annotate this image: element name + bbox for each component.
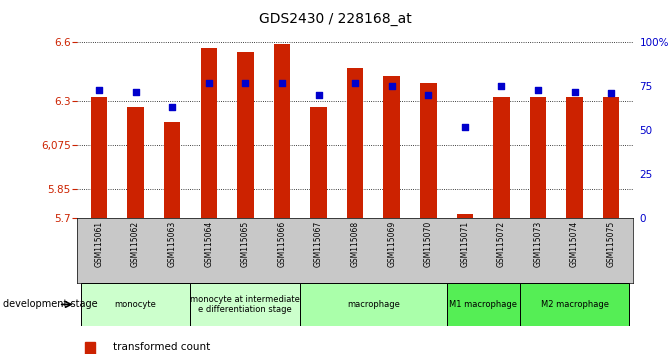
Text: GSM115070: GSM115070 [423,221,433,267]
Bar [457,214,473,218]
Bar [310,107,327,218]
Bar [347,68,363,218]
Text: transformed count: transformed count [113,342,210,352]
Bar [164,122,180,218]
Bar [200,48,217,218]
Bar [190,283,300,326]
Point [94,87,105,93]
Text: GSM115068: GSM115068 [350,221,360,267]
Bar [520,283,630,326]
Text: macrophage: macrophage [347,300,400,309]
Point [423,92,433,98]
Point [277,80,287,86]
Text: monocyte: monocyte [115,300,157,309]
Point [350,80,360,86]
Point [460,124,470,130]
Text: GSM115074: GSM115074 [570,221,579,267]
Point [204,80,214,86]
Bar [383,76,400,218]
Text: GDS2430 / 228168_at: GDS2430 / 228168_at [259,12,411,27]
Text: M2 macrophage: M2 macrophage [541,300,608,309]
Text: GSM115061: GSM115061 [94,221,103,267]
Bar [80,283,190,326]
Text: M1 macrophage: M1 macrophage [449,300,517,309]
Bar [90,97,107,218]
Text: monocyte at intermediate
e differentiation stage: monocyte at intermediate e differentiati… [190,295,300,314]
Text: development stage: development stage [3,299,98,309]
Bar [493,97,510,218]
Text: GSM115063: GSM115063 [168,221,177,267]
Text: GSM115073: GSM115073 [533,221,543,267]
Bar [447,283,520,326]
Point [606,91,616,96]
Point [167,104,178,110]
Text: GSM115067: GSM115067 [314,221,323,267]
Bar [274,45,290,218]
Text: GSM115066: GSM115066 [277,221,287,267]
Bar [566,97,583,218]
Bar [300,283,447,326]
Point [240,80,251,86]
Bar [237,52,253,218]
Text: GSM115062: GSM115062 [131,221,140,267]
Text: GSM115064: GSM115064 [204,221,213,267]
Text: GSM115071: GSM115071 [460,221,470,267]
Point [496,84,507,89]
Text: GSM115072: GSM115072 [497,221,506,267]
Point [533,87,543,93]
Text: GSM115075: GSM115075 [607,221,616,267]
Bar [420,84,436,218]
Bar [530,97,546,218]
Point [387,84,397,89]
Text: GSM115065: GSM115065 [241,221,250,267]
Bar [85,342,95,354]
Point [130,89,141,95]
Bar [603,97,620,218]
Text: GSM115069: GSM115069 [387,221,396,267]
Point [570,89,580,95]
Point [313,92,324,98]
Bar [127,107,144,218]
